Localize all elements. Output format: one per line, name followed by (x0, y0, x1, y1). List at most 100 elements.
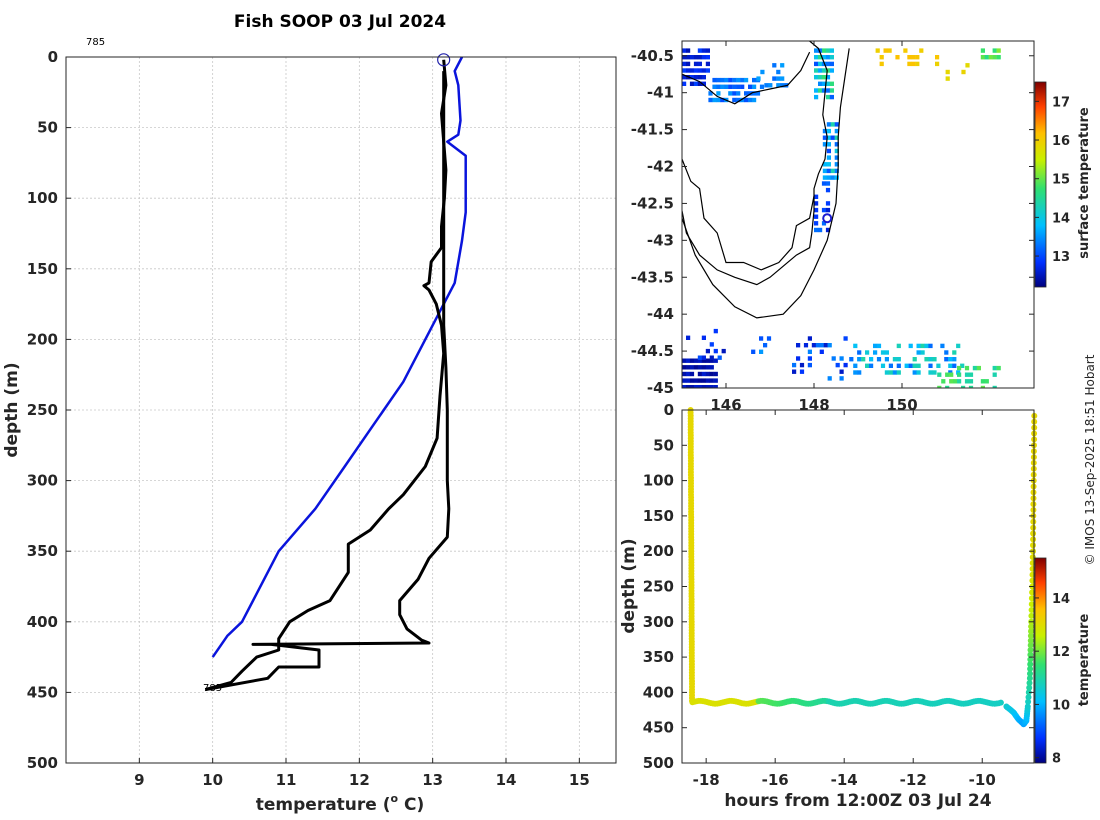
sst-pixel (825, 187, 831, 193)
sst-pixel (686, 378, 691, 383)
section-y-ticks: 0 50 100 150 200 250 300 350 400 450 500 (643, 401, 1034, 772)
sst-pixel (705, 68, 710, 73)
section-y-tick-label: 500 (643, 754, 674, 772)
sst-pixel (826, 148, 831, 154)
sst-pixel (843, 362, 848, 368)
sst-pixel (799, 369, 805, 374)
sst-pixel (689, 75, 695, 80)
sst-pixel (964, 365, 970, 371)
profile-y-tick-label: 350 (27, 542, 58, 560)
figure-title: Fish SOOP 03 Jul 2024 (234, 12, 446, 32)
sst-pixel (755, 91, 761, 96)
section-sample-point (1027, 642, 1034, 649)
sst-pixel (701, 378, 706, 383)
sst-pixel (716, 84, 721, 89)
sst-pixel (825, 207, 831, 213)
sst-pixel (803, 343, 809, 348)
sst-pixel (748, 91, 753, 96)
sst-pixel (980, 385, 985, 388)
section-x-axis-label: hours from 12:00Z 03 Jul 24 (724, 791, 991, 811)
section-sample-point (1026, 684, 1033, 691)
sst-pixel (825, 181, 831, 186)
sst-pixel (709, 385, 714, 388)
sst-pixel (928, 363, 933, 368)
section-sample-point (1025, 694, 1032, 701)
profile-y-tick-label: 250 (27, 401, 58, 419)
sst-pixel (924, 343, 929, 349)
sst-pixel (693, 385, 699, 388)
sst-pixel (895, 55, 900, 60)
section-sample-point (1027, 647, 1034, 653)
sst-pixel (826, 142, 831, 147)
sst-pixel (748, 97, 753, 103)
sst-pixel (818, 227, 823, 233)
sst-pixel (732, 77, 737, 83)
section-y-tick-label: 150 (643, 507, 674, 525)
sst-pixel (857, 357, 862, 362)
sst-pixel (996, 48, 1001, 53)
sst-pixel (821, 68, 827, 73)
sst-colorbar-tick-label: 13 (1052, 250, 1070, 265)
sst-pixel (712, 97, 717, 103)
sst-pixel (701, 385, 706, 388)
sst-pixel (701, 75, 706, 80)
sst-pixel (830, 135, 835, 140)
sst-pixel (907, 55, 912, 60)
sst-pixel (825, 81, 831, 86)
sst-pixel (915, 61, 920, 67)
sst-pixel (682, 81, 687, 86)
sst-pixel (724, 77, 729, 83)
sst-pixel (682, 385, 687, 388)
sst-pixel (697, 371, 702, 377)
section-sample-point (1027, 665, 1034, 672)
sst-pixel (772, 76, 777, 81)
sst-pixel (849, 357, 854, 362)
sst-colorbar-tick-label: 17 (1052, 95, 1070, 110)
sst-pixel (827, 376, 832, 381)
sst-pixel (916, 370, 921, 375)
section-sample-point (1027, 651, 1034, 658)
sst-pixel (752, 77, 757, 83)
sst-pixel (697, 81, 702, 86)
sst-pixel (799, 362, 805, 368)
map-y-tick-label: -43 (647, 231, 674, 249)
sst-pixel (834, 155, 839, 160)
sst-pixel (892, 370, 897, 375)
sst-pixel (697, 48, 702, 53)
sst-pixel (822, 128, 827, 134)
sst-pixel (976, 365, 981, 371)
section-sample-point (1026, 680, 1033, 686)
station-marker (822, 213, 833, 224)
profile-y-tick-label: 50 (37, 119, 58, 137)
profile-x-tick-label: 9 (134, 771, 144, 789)
sst-pixel (697, 55, 702, 60)
section-sample-point (1030, 507, 1037, 513)
sst-pixel (880, 350, 886, 355)
profile-grid (66, 56, 616, 764)
sst-pixel (908, 343, 913, 349)
sst-pixel (814, 55, 819, 60)
sst-pixel (728, 77, 733, 83)
sst-pixel (903, 48, 908, 53)
sst-pixel (960, 363, 965, 368)
sst-pixel (693, 378, 699, 383)
sst-pixel (992, 385, 997, 388)
sst-pixel (807, 356, 812, 361)
section-sample-point (1027, 632, 1034, 639)
sst-pixel (720, 97, 725, 103)
sst-pixel (937, 372, 942, 377)
sst-pixel (689, 81, 695, 86)
profile-y-tick-label: 300 (27, 472, 58, 490)
sst-pixel (709, 342, 714, 347)
sst-pixel (686, 48, 691, 53)
map-y-tick-label: -41 (647, 84, 674, 102)
profile-x-tick-label: 12 (349, 771, 370, 789)
sst-pixel (776, 76, 781, 81)
sst-pixel (834, 122, 839, 127)
section-y-tick-label: 50 (653, 436, 674, 454)
sst-pixel (720, 77, 725, 83)
sst-pixel (697, 68, 702, 73)
sst-pixel (713, 328, 718, 334)
profile-x-axis-label: temperature (o C) (256, 792, 425, 815)
sst-pixel (763, 343, 768, 348)
